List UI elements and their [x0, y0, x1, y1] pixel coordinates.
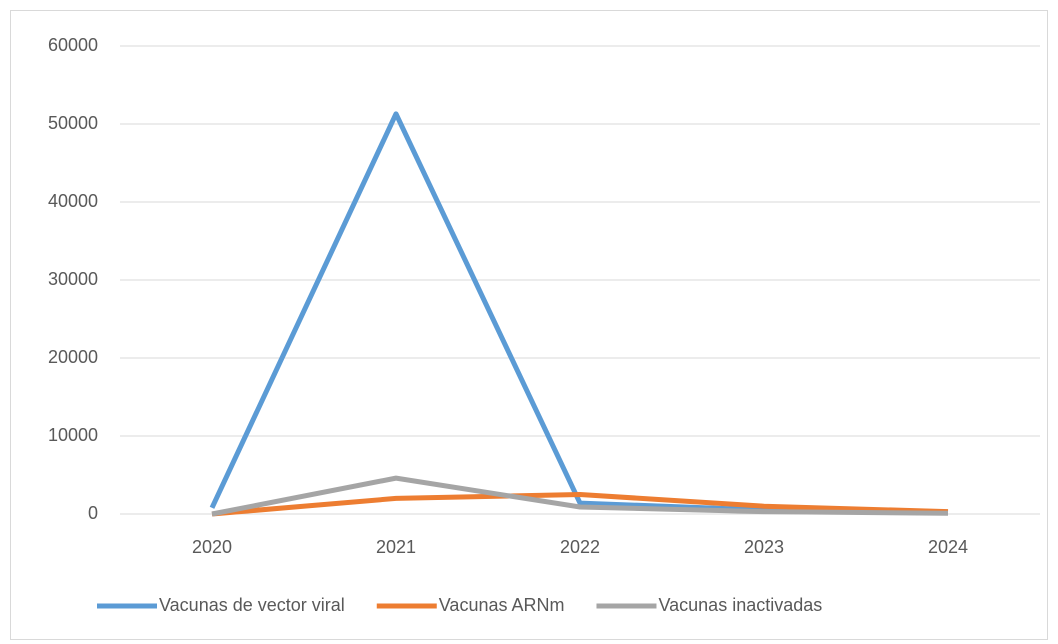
x-tick-label: 2021 [376, 537, 416, 557]
y-tick-label: 0 [88, 503, 98, 523]
x-tick-label: 2024 [928, 537, 968, 557]
y-tick-label: 10000 [48, 425, 98, 445]
y-tick-label: 50000 [48, 113, 98, 133]
y-tick-label: 40000 [48, 191, 98, 211]
x-tick-label: 2022 [560, 537, 600, 557]
y-tick-label: 30000 [48, 269, 98, 289]
series-line [211, 492, 949, 517]
series-line [211, 475, 949, 517]
x-tick-label: 2023 [744, 537, 784, 557]
legend-label: Vacunas de vector viral [159, 595, 345, 615]
x-tick-label: 2020 [192, 537, 232, 557]
legend-label: Vacunas ARNm [439, 595, 565, 615]
legend-label: Vacunas inactivadas [658, 595, 822, 615]
y-tick-label: 60000 [48, 35, 98, 55]
y-tick-label: 20000 [48, 347, 98, 367]
chart-border [10, 10, 1048, 640]
